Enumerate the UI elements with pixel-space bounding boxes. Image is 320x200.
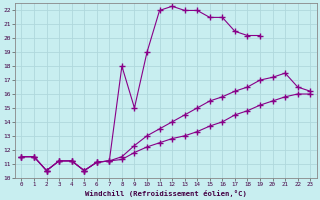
X-axis label: Windchill (Refroidissement éolien,°C): Windchill (Refroidissement éolien,°C) — [85, 190, 247, 197]
